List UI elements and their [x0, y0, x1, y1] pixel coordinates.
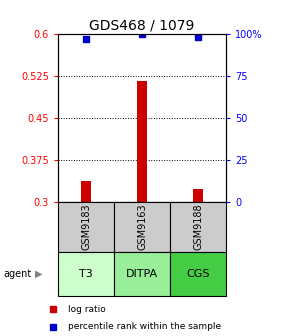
- Title: GDS468 / 1079: GDS468 / 1079: [89, 18, 195, 33]
- Text: CGS: CGS: [186, 269, 210, 279]
- Text: DITPA: DITPA: [126, 269, 158, 279]
- Text: agent: agent: [3, 269, 31, 279]
- Text: ▶: ▶: [35, 269, 43, 279]
- Text: GSM9188: GSM9188: [193, 204, 203, 250]
- Text: percentile rank within the sample: percentile rank within the sample: [68, 322, 221, 331]
- Text: log ratio: log ratio: [68, 305, 106, 314]
- Bar: [58, 252, 114, 296]
- Bar: [137, 81, 147, 202]
- Bar: [58, 202, 114, 252]
- Text: GSM9183: GSM9183: [81, 204, 91, 250]
- Bar: [170, 252, 226, 296]
- Text: T3: T3: [79, 269, 93, 279]
- Bar: [114, 252, 170, 296]
- Text: GSM9163: GSM9163: [137, 204, 147, 250]
- Bar: [114, 202, 170, 252]
- Bar: [170, 202, 226, 252]
- Bar: [81, 181, 91, 202]
- Bar: [193, 189, 203, 202]
